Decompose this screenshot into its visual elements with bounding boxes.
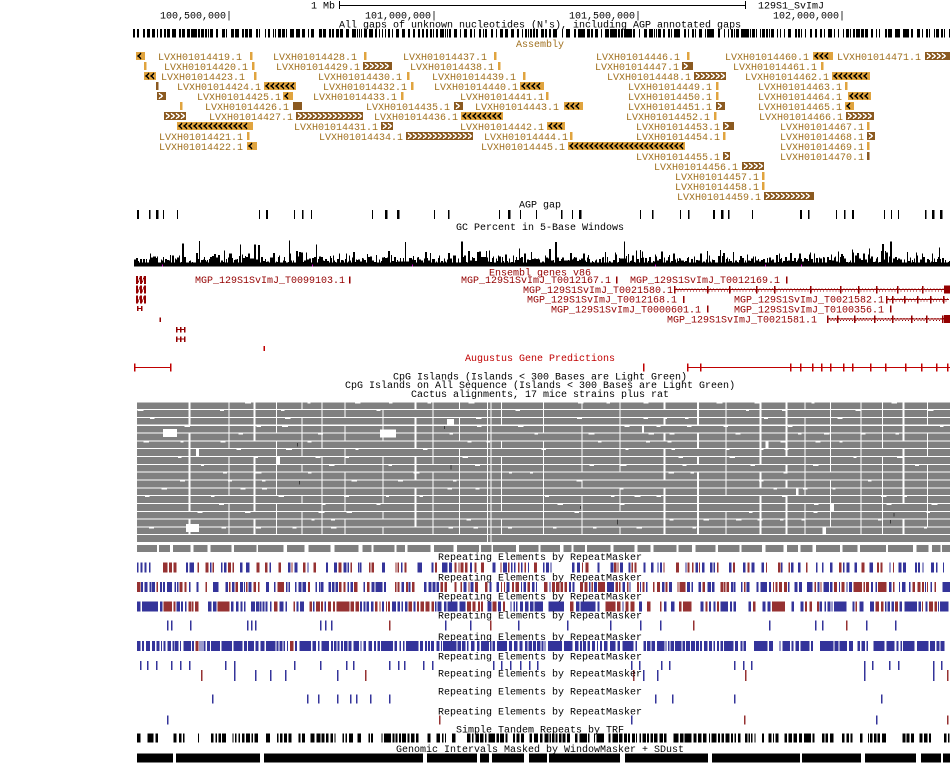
svg-text:Assembly: Assembly [516, 39, 564, 51]
svg-text:1 Mb: 1 Mb [311, 0, 335, 12]
svg-text:Repeating Elements by RepeatMa: Repeating Elements by RepeatMasker [438, 552, 642, 564]
svg-text:LVXH01014426.1: LVXH01014426.1 [205, 103, 289, 114]
svg-text:LVXH01014420.1: LVXH01014420.1 [164, 63, 248, 74]
svg-text:LVXH01014438.1: LVXH01014438.1 [410, 63, 494, 74]
svg-text:LVXH01014457.1: LVXH01014457.1 [675, 173, 759, 184]
svg-text:LVXH01014453.1: LVXH01014453.1 [636, 123, 720, 134]
svg-text:LVXH01014437.1: LVXH01014437.1 [403, 53, 487, 64]
svg-text:LVXH01014471.1: LVXH01014471.1 [837, 53, 921, 64]
svg-text:LVXH01014447.1: LVXH01014447.1 [595, 63, 679, 74]
svg-text:LVXH01014451.1: LVXH01014451.1 [628, 103, 712, 114]
svg-text:MGP_129S1SvImJ_T0012167.1: MGP_129S1SvImJ_T0012167.1 [461, 276, 611, 287]
svg-text:MGP_129S1SvImJ_T0000601.1: MGP_129S1SvImJ_T0000601.1 [551, 306, 701, 317]
svg-text:LVXH01014466.1: LVXH01014466.1 [759, 113, 843, 124]
svg-text:LVXH01014425.1: LVXH01014425.1 [197, 93, 281, 104]
svg-text:LVXH01014433.1: LVXH01014433.1 [313, 93, 397, 104]
svg-text:Genomic Intervals Masked by Wi: Genomic Intervals Masked by WindowMasker… [396, 744, 684, 756]
svg-text:CpG Islands on All Sequence (I: CpG Islands on All Sequence (Islands < 3… [345, 380, 735, 392]
svg-text:LVXH01014436.1: LVXH01014436.1 [374, 113, 458, 124]
svg-text:LVXH01014467.1: LVXH01014467.1 [780, 123, 864, 134]
svg-text:LVXH01014419.1: LVXH01014419.1 [158, 53, 242, 64]
svg-text:LVXH01014470.1: LVXH01014470.1 [780, 153, 864, 164]
svg-text:LVXH01014454.1: LVXH01014454.1 [636, 133, 720, 144]
svg-text:Repeating Elements by RepeatMa: Repeating Elements by RepeatMasker [438, 572, 642, 584]
svg-text:LVXH01014429.1: LVXH01014429.1 [276, 63, 360, 74]
svg-text:LVXH01014444.1: LVXH01014444.1 [484, 133, 568, 144]
svg-text:LVXH01014440.1: LVXH01014440.1 [434, 83, 518, 94]
svg-text:LVXH01014464.1: LVXH01014464.1 [758, 93, 842, 104]
svg-text:MGP_129S1SvImJ_T0021581.1: MGP_129S1SvImJ_T0021581.1 [667, 315, 817, 326]
svg-text:LVXH01014427.1: LVXH01014427.1 [209, 113, 293, 124]
svg-text:LVXH01014462.1: LVXH01014462.1 [745, 73, 829, 84]
svg-text:MGP_129S1SvImJ_T0012169.1: MGP_129S1SvImJ_T0012169.1 [630, 276, 780, 287]
svg-text:Repeating Elements by RepeatMa: Repeating Elements by RepeatMasker [438, 592, 642, 604]
svg-text:GC Percent in 5-Base Windows: GC Percent in 5-Base Windows [456, 222, 624, 234]
svg-text:Repeating Elements by RepeatMa: Repeating Elements by RepeatMasker [438, 611, 642, 623]
svg-text:Repeating Elements by RepeatMa: Repeating Elements by RepeatMasker [438, 632, 642, 644]
svg-text:Repeating Elements by RepeatMa: Repeating Elements by RepeatMasker [438, 668, 642, 680]
svg-text:LVXH01014460.1: LVXH01014460.1 [725, 53, 809, 64]
svg-text:MGP_129S1SvImJ_T0021580.1: MGP_129S1SvImJ_T0021580.1 [523, 286, 673, 297]
svg-text:Repeating Elements by RepeatMa: Repeating Elements by RepeatMasker [438, 707, 642, 719]
svg-text:LVXH01014422.1: LVXH01014422.1 [159, 143, 243, 154]
svg-text:LVXH01014461.1: LVXH01014461.1 [733, 63, 817, 74]
svg-text:LVXH01014435.1: LVXH01014435.1 [366, 103, 450, 114]
svg-text:LVXH01014431.1: LVXH01014431.1 [294, 123, 378, 134]
svg-text:LVXH01014421.1: LVXH01014421.1 [159, 133, 243, 144]
svg-text:LVXH01014465.1: LVXH01014465.1 [758, 103, 842, 114]
svg-text:LVXH01014428.1: LVXH01014428.1 [273, 53, 357, 64]
svg-text:LVXH01014430.1: LVXH01014430.1 [318, 73, 402, 84]
svg-text:Repeating Elements by RepeatMa: Repeating Elements by RepeatMasker [438, 686, 642, 698]
svg-text:LVXH01014432.1: LVXH01014432.1 [323, 83, 407, 94]
svg-text:Ensembl genes v86: Ensembl genes v86 [489, 267, 591, 279]
svg-text:MGP_129S1SvImJ_T0100356.1: MGP_129S1SvImJ_T0100356.1 [734, 306, 884, 317]
svg-text:LVXH01014434.1: LVXH01014434.1 [319, 133, 403, 144]
svg-text:LVXH01014458.1: LVXH01014458.1 [675, 183, 759, 194]
svg-text:LVXH01014459.1: LVXH01014459.1 [677, 193, 761, 204]
svg-text:LVXH01014424.1: LVXH01014424.1 [177, 83, 261, 94]
svg-text:LVXH01014448.1: LVXH01014448.1 [607, 73, 691, 84]
svg-text:MGP_129S1SvImJ_T0021582.1: MGP_129S1SvImJ_T0021582.1 [734, 296, 884, 307]
svg-text:LVXH01014455.1: LVXH01014455.1 [636, 153, 720, 164]
svg-text:LVXH01014468.1: LVXH01014468.1 [780, 133, 864, 144]
svg-text:All gaps of unknown nucleotide: All gaps of unknown nucleotides (N's), i… [339, 19, 741, 31]
svg-text:LVXH01014446.1: LVXH01014446.1 [596, 53, 680, 64]
svg-text:LVXH01014452.1: LVXH01014452.1 [626, 113, 710, 124]
svg-text:CpG Islands (Islands < 300 Bas: CpG Islands (Islands < 300 Bases are Lig… [393, 372, 687, 384]
svg-text:129S1_SvImJ: 129S1_SvImJ [758, 1, 824, 12]
svg-text:MGP_129S1SvImJ_T0012168.1: MGP_129S1SvImJ_T0012168.1 [527, 296, 677, 307]
svg-text:LVXH01014423.1: LVXH01014423.1 [161, 73, 245, 84]
svg-text:LVXH01014463.1: LVXH01014463.1 [758, 83, 842, 94]
svg-text:101,500,000|: 101,500,000| [569, 10, 641, 22]
svg-text:LVXH01014456.1: LVXH01014456.1 [654, 163, 738, 174]
svg-text:LVXH01014450.1: LVXH01014450.1 [628, 93, 712, 104]
svg-text:LVXH01014443.1: LVXH01014443.1 [475, 103, 559, 114]
svg-text:LVXH01014445.1: LVXH01014445.1 [481, 143, 565, 154]
svg-text:LVXH01014469.1: LVXH01014469.1 [780, 143, 864, 154]
svg-text:Cactus alignments, 17 mice str: Cactus alignments, 17 mice strains plus … [411, 389, 669, 401]
svg-text:Repeating Elements by RepeatMa: Repeating Elements by RepeatMasker [438, 651, 642, 663]
svg-text:LVXH01014442.1: LVXH01014442.1 [460, 123, 544, 134]
svg-text:Augustus Gene Predictions: Augustus Gene Predictions [465, 353, 615, 365]
svg-text:AGP gap: AGP gap [519, 200, 561, 211]
svg-text:LVXH01014439.1: LVXH01014439.1 [432, 73, 516, 84]
svg-text:100,500,000|: 100,500,000| [160, 10, 232, 22]
svg-text:MGP_129S1SvImJ_T0099103.1: MGP_129S1SvImJ_T0099103.1 [195, 276, 345, 287]
svg-text:102,000,000|: 102,000,000| [773, 10, 845, 22]
svg-text:LVXH01014449.1: LVXH01014449.1 [628, 83, 712, 94]
svg-text:LVXH01014441.1: LVXH01014441.1 [460, 93, 544, 104]
svg-text:101,000,000|: 101,000,000| [365, 10, 437, 22]
